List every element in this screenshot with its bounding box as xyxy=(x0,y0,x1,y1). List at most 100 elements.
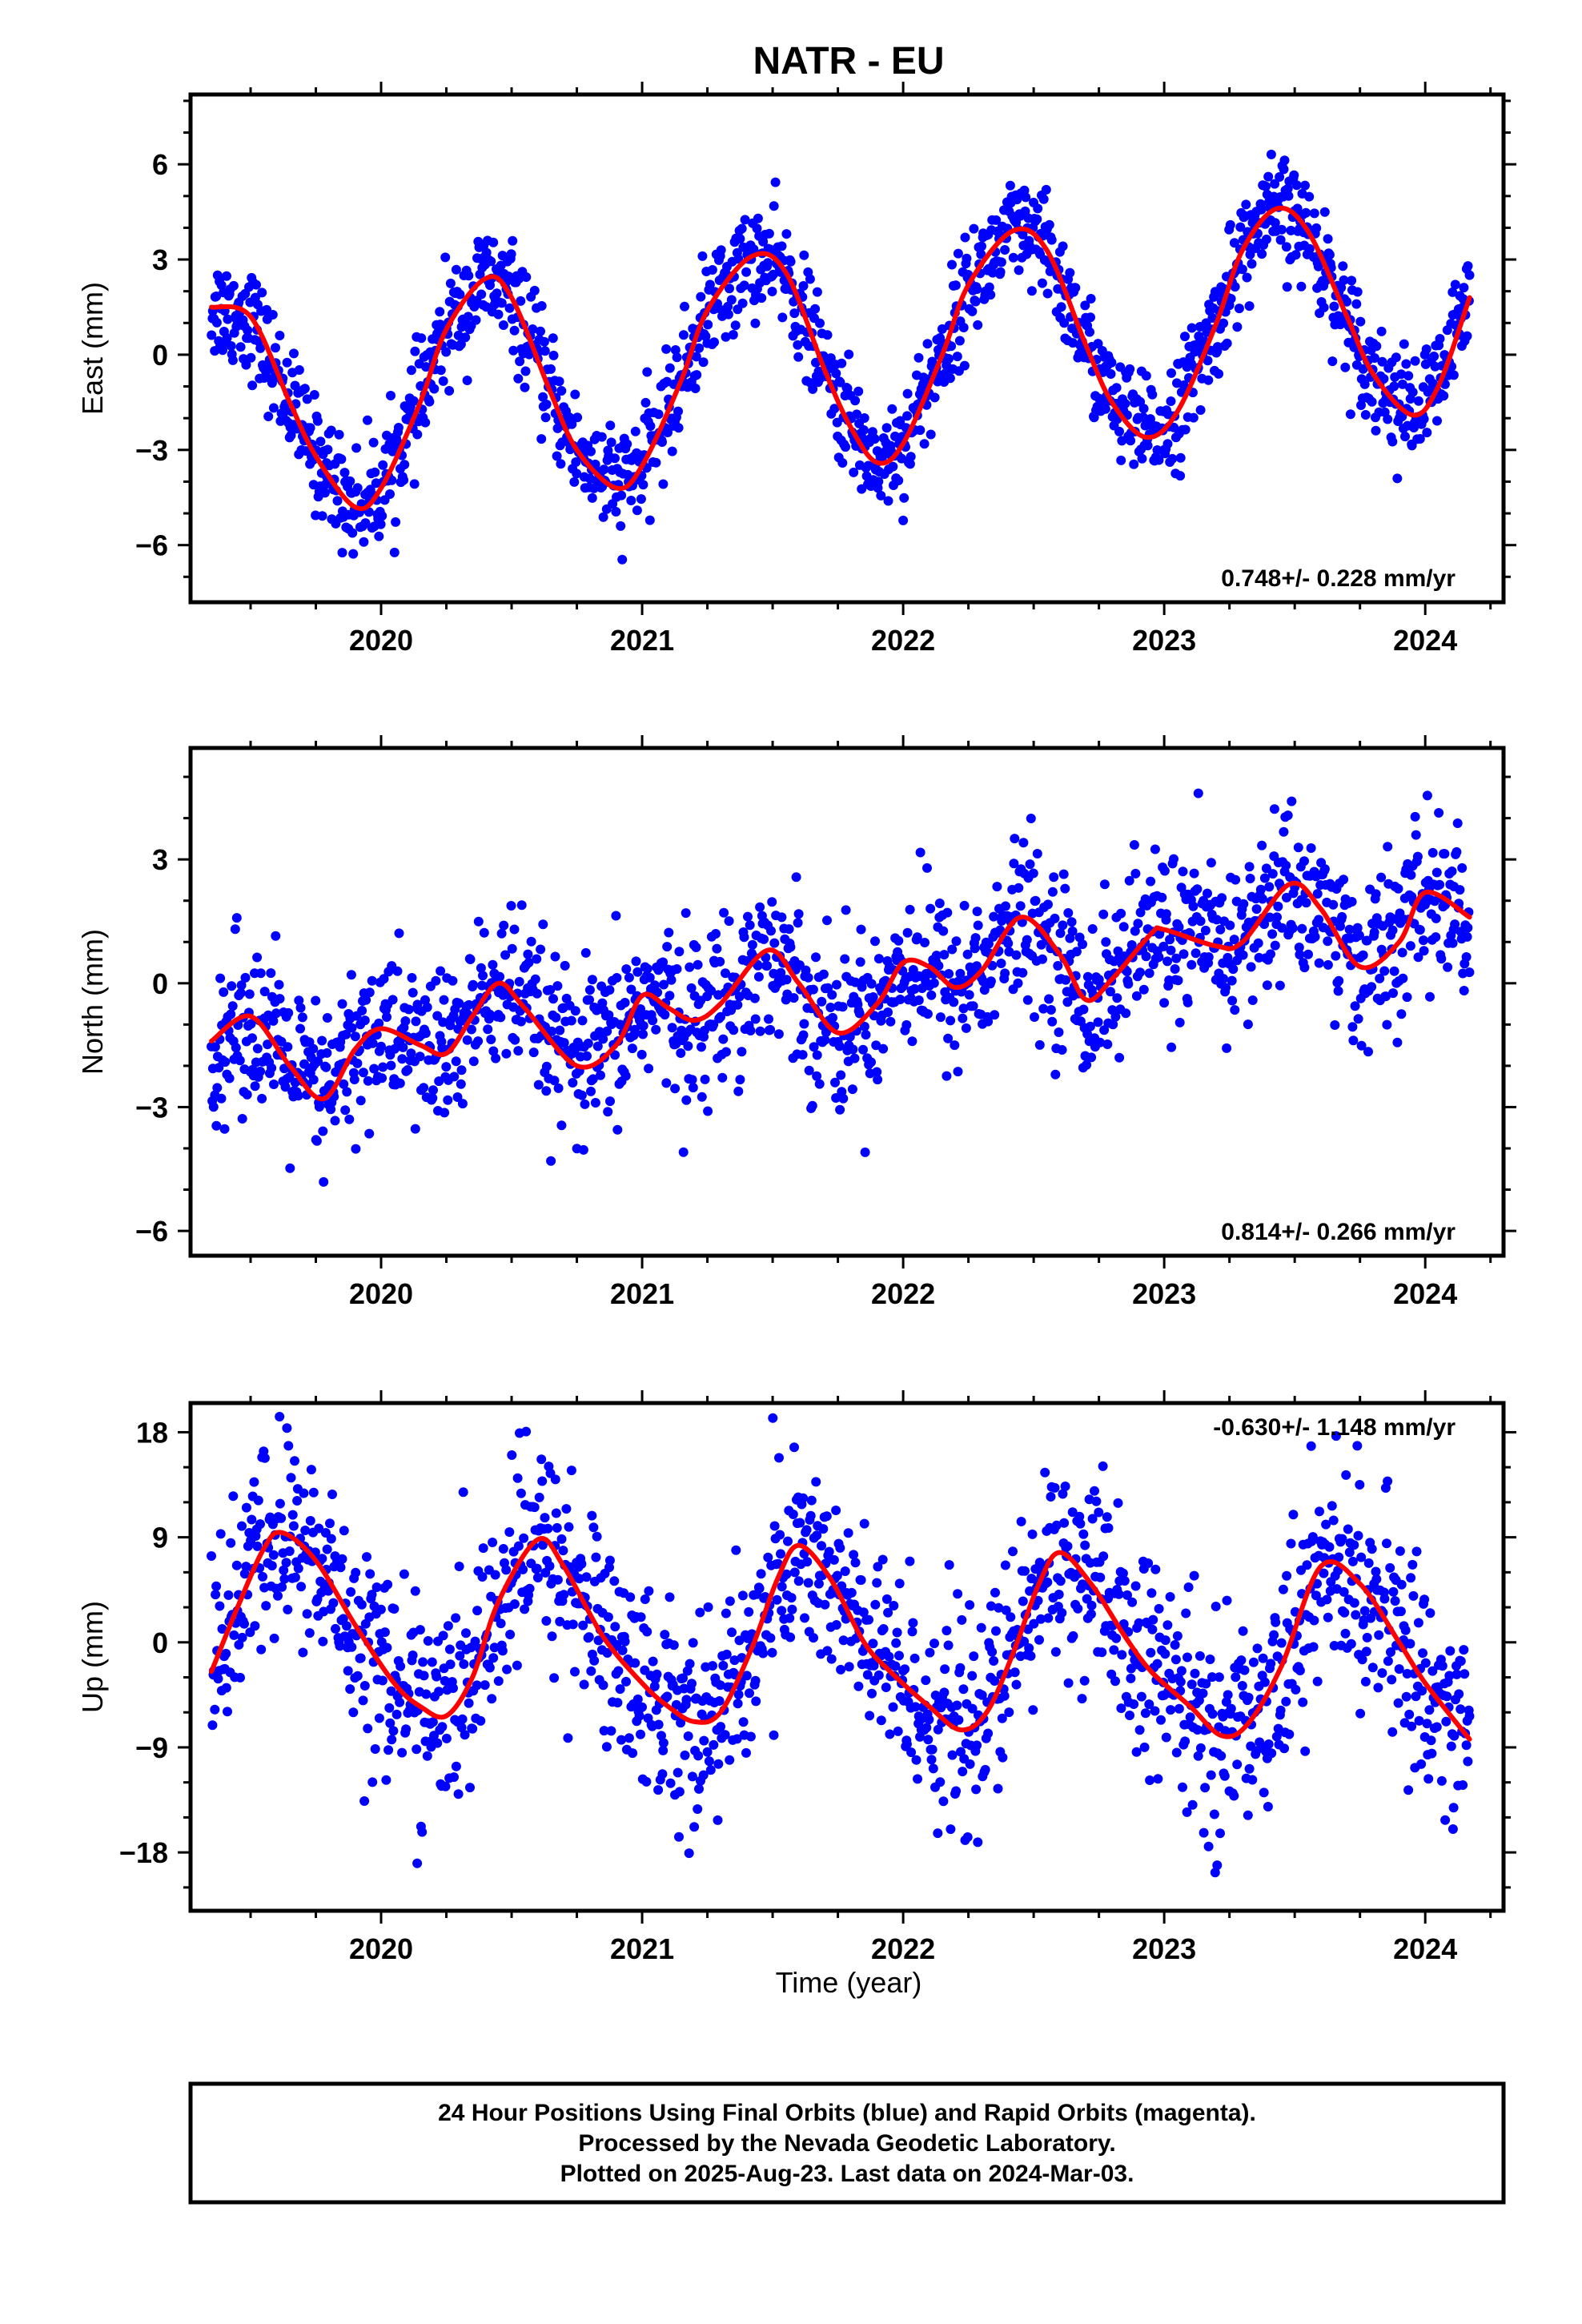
north-data-point xyxy=(499,920,509,931)
east-data-point xyxy=(852,409,862,420)
east-data-point xyxy=(1275,172,1285,182)
north-data-point xyxy=(452,1092,463,1102)
east-data-point xyxy=(1180,424,1191,435)
north-data-point xyxy=(1431,932,1441,943)
east-data-point xyxy=(1093,339,1103,349)
up-data-point xyxy=(1401,1691,1411,1702)
up-data-point xyxy=(1212,1860,1223,1871)
up-y-axis-label: Up (mm) xyxy=(76,1601,109,1713)
up-data-point xyxy=(221,1648,231,1659)
up-data-point xyxy=(856,1575,866,1585)
north-data-point xyxy=(820,1035,830,1045)
east-data-point xyxy=(1116,455,1126,465)
north-data-point xyxy=(1135,907,1146,918)
up-data-point xyxy=(907,1626,917,1637)
up-data-point xyxy=(387,1735,397,1745)
north-y-tick-label: −3 xyxy=(135,1091,168,1124)
north-data-point xyxy=(1057,1045,1067,1055)
up-data-point xyxy=(1209,1809,1219,1819)
up-data-point xyxy=(637,1702,647,1712)
up-data-point xyxy=(1079,1675,1090,1686)
up-data-point xyxy=(286,1473,296,1483)
up-data-point xyxy=(1028,1705,1038,1715)
up-data-point xyxy=(488,1653,499,1663)
north-data-point xyxy=(1301,898,1311,908)
up-data-point xyxy=(951,1786,962,1796)
north-data-point xyxy=(664,927,674,938)
east-data-point xyxy=(1338,261,1348,271)
up-data-point xyxy=(693,1751,704,1761)
up-data-point xyxy=(865,1711,875,1721)
up-data-point xyxy=(1176,1666,1186,1676)
north-data-point xyxy=(1259,919,1270,929)
up-data-point xyxy=(683,1731,693,1741)
north-data-point xyxy=(1174,1017,1185,1027)
north-data-point xyxy=(313,1056,323,1067)
north-data-point xyxy=(840,954,850,964)
up-data-point xyxy=(356,1599,367,1610)
north-data-point xyxy=(588,1074,598,1084)
up-data-point xyxy=(268,1550,279,1560)
north-data-point xyxy=(739,932,749,943)
up-data-point xyxy=(783,1536,793,1546)
north-data-point xyxy=(942,907,953,918)
north-data-point xyxy=(838,1093,849,1104)
north-data-point xyxy=(1061,975,1071,985)
up-data-point xyxy=(1388,1586,1399,1597)
up-data-point xyxy=(438,1630,448,1641)
up-data-point xyxy=(1324,1542,1335,1552)
north-data-point xyxy=(1173,975,1183,986)
north-data-point xyxy=(220,1057,231,1068)
up-data-point xyxy=(800,1613,809,1623)
north-data-point xyxy=(793,918,803,928)
east-data-point xyxy=(1065,267,1075,278)
east-data-point xyxy=(673,406,683,416)
east-data-point xyxy=(793,352,804,362)
north-data-point xyxy=(1287,923,1298,933)
up-data-point xyxy=(967,1703,978,1714)
east-data-point xyxy=(1311,223,1322,233)
up-data-point xyxy=(1010,1667,1020,1678)
up-data-point xyxy=(678,1673,688,1683)
east-data-point xyxy=(420,417,431,428)
north-data-point xyxy=(351,1144,361,1154)
east-data-point xyxy=(1367,396,1377,407)
north-data-point xyxy=(1452,818,1463,828)
up-data-point xyxy=(1263,1802,1273,1811)
up-data-point xyxy=(803,1578,813,1588)
up-data-point xyxy=(472,1680,482,1691)
east-data-point xyxy=(667,446,677,456)
up-data-point xyxy=(878,1624,889,1634)
north-data-point xyxy=(1114,1052,1125,1063)
east-data-point xyxy=(481,247,492,258)
north-data-point xyxy=(1022,995,1033,1005)
north-data-point xyxy=(1410,811,1420,822)
north-data-point xyxy=(1459,986,1469,995)
north-data-point xyxy=(660,1010,670,1020)
north-data-point xyxy=(1283,810,1293,821)
east-data-point xyxy=(1229,238,1239,248)
north-data-point xyxy=(968,1001,978,1011)
up-data-point xyxy=(1411,1546,1422,1557)
up-data-point xyxy=(453,1789,464,1799)
up-data-point xyxy=(543,1523,553,1534)
east-rate-label: 0.748+/- 0.228 mm/yr xyxy=(1221,565,1456,592)
up-data-point xyxy=(821,1511,832,1522)
up-data-point xyxy=(698,1770,709,1780)
north-data-point xyxy=(1062,997,1073,1007)
east-data-point xyxy=(670,345,681,355)
east-data-point xyxy=(1044,219,1054,230)
east-data-point xyxy=(1241,199,1251,210)
up-data-point xyxy=(737,1590,748,1601)
east-data-point xyxy=(1275,235,1286,245)
up-data-point xyxy=(862,1670,873,1680)
north-data-point xyxy=(825,1003,836,1012)
up-data-point xyxy=(1309,1615,1319,1626)
up-data-point xyxy=(1298,1697,1308,1707)
up-data-point xyxy=(665,1592,675,1602)
up-data-point xyxy=(1057,1608,1067,1618)
north-data-point xyxy=(1009,858,1019,869)
up-data-point xyxy=(877,1554,888,1565)
up-data-point xyxy=(674,1831,684,1842)
east-data-point xyxy=(640,397,651,408)
